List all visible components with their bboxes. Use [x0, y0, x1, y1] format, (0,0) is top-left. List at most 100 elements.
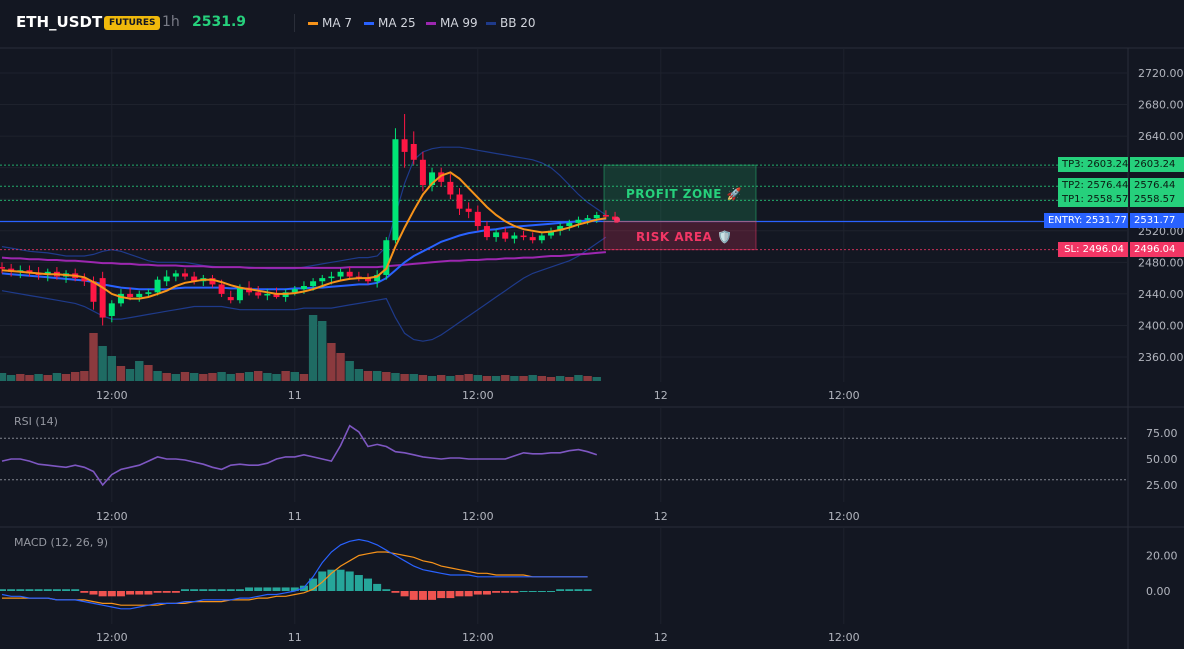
volume-bar — [116, 366, 126, 381]
volume-bar — [61, 374, 71, 381]
legend-ma25[interactable]: MA 25 — [364, 16, 416, 30]
macd-histogram-bar — [34, 589, 43, 591]
volume-bar — [510, 376, 519, 381]
candle-body — [0, 267, 5, 269]
price-tick-label: 2400.00 — [1138, 319, 1184, 332]
level-value-tp3: 2603.24 — [1130, 157, 1184, 173]
volume-bar — [71, 372, 80, 381]
candle-body — [273, 293, 280, 298]
volume-bar — [43, 375, 52, 381]
level-value-entry: 2531.77 — [1130, 213, 1184, 229]
rsi-tick-label: 50.00 — [1146, 453, 1178, 466]
candle-body — [548, 230, 554, 236]
candle-body — [511, 235, 518, 239]
candle-body — [602, 215, 609, 217]
macd-histogram-bar — [583, 589, 592, 591]
volume-bar — [528, 375, 537, 381]
time-tick-label: 12:00 — [462, 389, 494, 402]
candle-body — [191, 276, 198, 282]
candle-body — [127, 293, 134, 298]
macd-histogram-bar — [309, 578, 318, 591]
volume-bar — [437, 375, 446, 381]
level-label-sl: SL: 2496.04 — [1058, 241, 1128, 257]
macd-histogram-bar — [455, 591, 464, 597]
macd-histogram-bar — [25, 589, 34, 591]
candle-body — [136, 293, 143, 298]
candle-body — [145, 292, 152, 294]
rsi-line — [1, 424, 598, 487]
level-label-entry: ENTRY: 2531.77 — [1044, 213, 1128, 229]
macd-histogram-bar — [281, 587, 290, 591]
volume-bar — [464, 374, 473, 381]
candle-body — [365, 278, 371, 282]
macd-histogram-bar — [418, 591, 427, 600]
candle-body — [163, 276, 170, 282]
candle-body — [154, 279, 161, 293]
candle-body — [346, 271, 353, 277]
macd-histogram-bar — [162, 591, 171, 593]
legend-label: BB 20 — [500, 16, 536, 30]
macd-histogram-bar — [89, 591, 98, 595]
macd-histogram-bar — [528, 591, 537, 592]
symbol-name[interactable]: ETH_USDT — [16, 13, 103, 31]
macd-histogram-bar — [510, 591, 519, 593]
volume-bar — [189, 373, 199, 381]
macd-histogram-bar — [254, 587, 263, 591]
volume-bar — [25, 375, 34, 381]
volume-bar — [16, 374, 25, 381]
candle-body — [337, 271, 344, 277]
time-tick-label: 12 — [654, 389, 668, 402]
legend-label: MA 25 — [378, 16, 416, 30]
macd-histogram-bar — [299, 585, 308, 591]
macd-histogram-bar — [43, 589, 52, 591]
legend-bb20[interactable]: BB 20 — [486, 16, 536, 30]
time-tick-label: 12:00 — [828, 631, 860, 644]
candle-body — [493, 232, 500, 238]
macd-histogram-bar — [80, 591, 89, 593]
macd-histogram-bar — [116, 591, 125, 597]
volume-bar — [565, 377, 574, 381]
volume-bar — [446, 376, 455, 381]
time-tick-label: 12:00 — [462, 510, 494, 523]
macd-histogram-bar — [217, 589, 226, 591]
chart-header: ETH_USDT FUTURES 1h 2531.9 MA 7 MA 25 MA… — [0, 0, 1184, 46]
candle-body — [566, 222, 573, 227]
macd-histogram-bar — [437, 591, 446, 599]
volume-bar — [482, 376, 492, 381]
macd-histogram-bar — [144, 591, 153, 595]
volume-bar — [263, 373, 272, 381]
volume-bar — [162, 373, 171, 381]
volume-bar — [34, 374, 43, 381]
legend-swatch — [364, 22, 374, 25]
legend-label: MA 7 — [322, 16, 353, 30]
volume-bar — [180, 372, 190, 381]
volume-bar — [98, 346, 107, 381]
level-value-sl: 2496.04 — [1130, 241, 1184, 257]
macd-title: MACD (12, 26, 9) — [14, 536, 108, 549]
volume-bar — [235, 373, 245, 381]
candle-body — [117, 293, 124, 304]
candle-body — [300, 286, 307, 290]
candle-body — [538, 235, 545, 241]
price-tick-label: 2720.00 — [1138, 67, 1184, 80]
candle-body — [108, 303, 115, 316]
macd-histogram-bar — [190, 589, 199, 591]
legend-ma7[interactable]: MA 7 — [308, 16, 352, 30]
macd-histogram-bar — [428, 591, 437, 600]
macd-histogram-bar — [354, 575, 363, 591]
time-tick-label: 11 — [288, 510, 302, 523]
candle-body — [236, 287, 243, 301]
time-tick-label: 12:00 — [96, 631, 128, 644]
volume-bar — [354, 369, 364, 381]
price-tick-label: 2480.00 — [1138, 256, 1184, 269]
candle-body — [502, 232, 509, 239]
candle-body — [520, 235, 527, 238]
legend-ma99[interactable]: MA 99 — [426, 16, 478, 30]
volume-bar — [473, 375, 482, 381]
volume-bar — [372, 371, 382, 381]
macd-histogram-bar — [0, 589, 6, 591]
interval-label[interactable]: 1h — [162, 14, 180, 30]
volume-bar — [409, 374, 418, 381]
candle-body — [438, 172, 445, 182]
